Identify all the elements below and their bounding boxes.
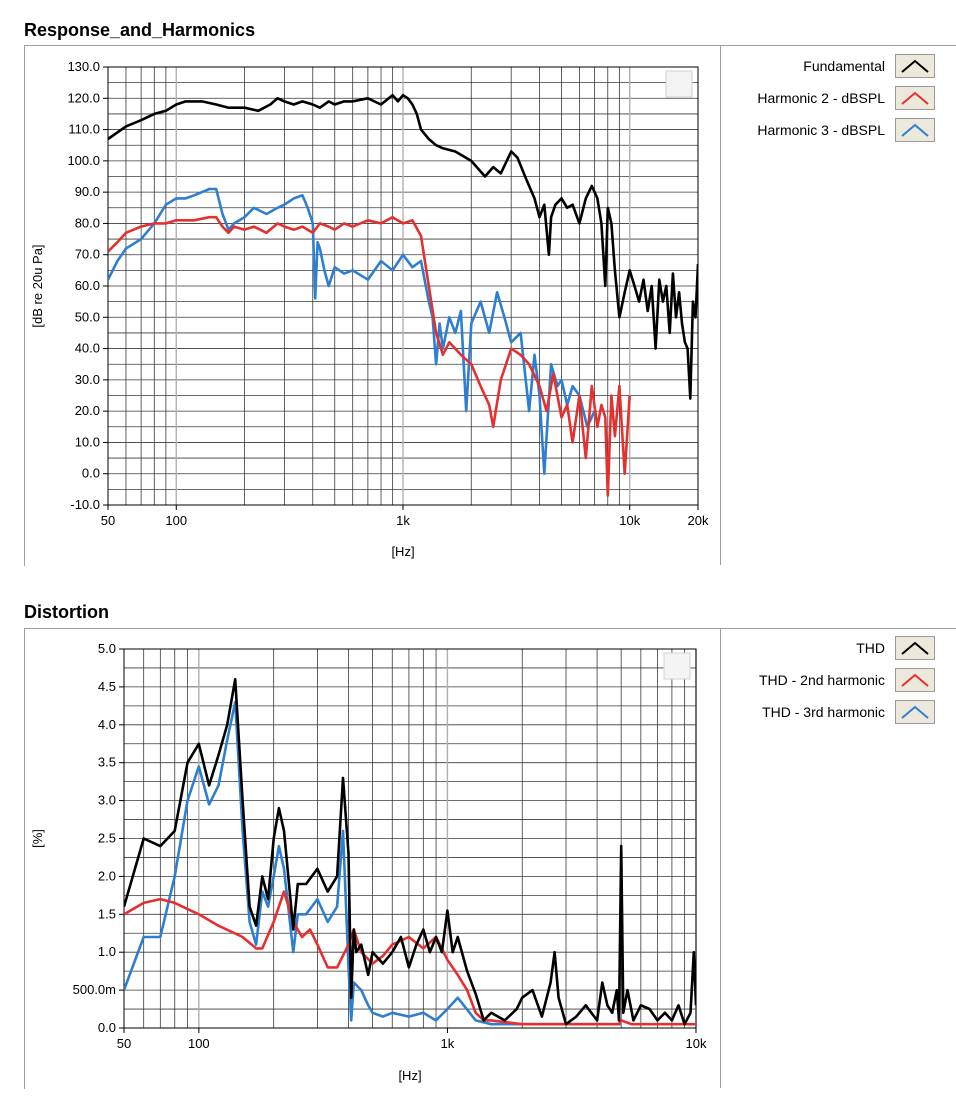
y-axis-label: [%] [30,829,45,848]
y-tick-label: 0.0 [98,1020,116,1035]
x-tick-label: 50 [101,513,115,528]
x-tick-label: 100 [188,1036,210,1051]
panel-title-response: Response_and_Harmonics [24,20,256,40]
y-tick-label: 1.0 [98,944,116,959]
series-line-2 [108,215,631,497]
legend-label: Harmonic 2 - dBSPL [757,90,885,106]
series-line-1 [108,93,698,400]
y-tick-label: 110.0 [68,122,100,137]
line-style-icon[interactable] [895,636,935,660]
panel-frame-response [24,45,956,566]
y-tick-label: 70.0 [75,247,100,262]
legend-item-harmonic2[interactable]: Harmonic 2 - dBSPL [700,82,935,114]
panel-title-distortion: Distortion [24,602,109,622]
y-tick-label: 50.0 [75,309,100,324]
gridlines [107,66,699,506]
line-style-icon[interactable] [895,54,935,78]
x-axis-label: [Hz] [391,544,414,559]
legend-label: Harmonic 3 - dBSPL [757,122,885,138]
legend-item-thd-3rd[interactable]: THD - 3rd harmonic [700,696,935,728]
legend-label: Fundamental [803,58,885,74]
gridlines [123,648,697,1029]
legend-response: Fundamental Harmonic 2 - dBSPL Harmonic … [700,50,935,146]
y-tick-label: 30.0 [75,372,100,387]
y-tick-label: 80.0 [75,215,100,230]
line-style-icon[interactable] [895,668,935,692]
panel-frame-distortion [24,628,956,1089]
x-tick-label: 1k [396,513,410,528]
y-tick-label: 3.5 [98,755,116,770]
y-tick-label: 0.0 [82,466,100,481]
legend-distortion: THD THD - 2nd harmonic THD - 3rd harmoni… [700,632,935,728]
y-axis-label: [dB re 20u Pa] [30,244,45,327]
y-tick-label: 90.0 [75,184,100,199]
response-chart: -10.0 0.0 10.0 20.0 30.0 40.0 50.0 60.0 70.0 80.0… [30,59,709,559]
legend-item-thd-2nd[interactable]: THD - 2nd harmonic [700,664,935,696]
y-tick-label: 120.0 [67,90,100,105]
x-tick-label: 50 [117,1036,131,1051]
graph-palette-icon [663,652,691,680]
legend-label: THD [856,640,885,656]
series-line-2 [124,890,696,1026]
legend-label: THD - 2nd harmonic [758,672,885,688]
y-tick-label: 4.5 [98,679,116,694]
legend-item-fundamental[interactable]: Fundamental [700,50,935,82]
series-line-1 [124,677,696,1026]
x-tick-label: 100 [165,513,187,528]
y-tick-label: 100.0 [67,153,100,168]
x-tick-label: 10k [619,513,640,528]
x-tick-label: 20k [688,513,709,528]
x-tick-label: 1k [441,1036,455,1051]
y-tick-label: -10.0 [70,497,100,512]
y-tick-label: 20.0 [75,403,100,418]
legend-item-thd[interactable]: THD [700,632,935,664]
x-tick-label: 10k [686,1036,707,1051]
y-tick-label: 130.0 [67,59,100,74]
x-axis-label: [Hz] [398,1068,421,1083]
legend-label: THD - 3rd harmonic [762,704,885,720]
line-style-icon[interactable] [895,86,935,110]
y-tick-label: 500.0m [73,982,116,997]
y-tick-label: 2.0 [98,868,116,883]
y-tick-label: 3.0 [98,793,116,808]
y-tick-label: 4.0 [98,717,116,732]
y-tick-label: 60.0 [75,278,100,293]
graph-palette-icon [665,70,693,98]
y-tick-label: 10.0 [75,434,100,449]
legend-item-harmonic3[interactable]: Harmonic 3 - dBSPL [700,114,935,146]
line-style-icon[interactable] [895,118,935,142]
y-tick-label: 1.5 [98,906,116,921]
series-line-3 [124,700,622,1026]
line-style-icon[interactable] [895,700,935,724]
y-tick-label: 5.0 [98,641,116,656]
series-line-3 [108,187,596,476]
distortion-chart: 0.0 500.0m 1.0 1.5 2.0 2.5 3.0 3.5 4.0 4.5 5.0 50 10… [30,641,707,1083]
y-tick-label: 2.5 [98,831,116,846]
y-tick-label: 40.0 [75,341,100,356]
